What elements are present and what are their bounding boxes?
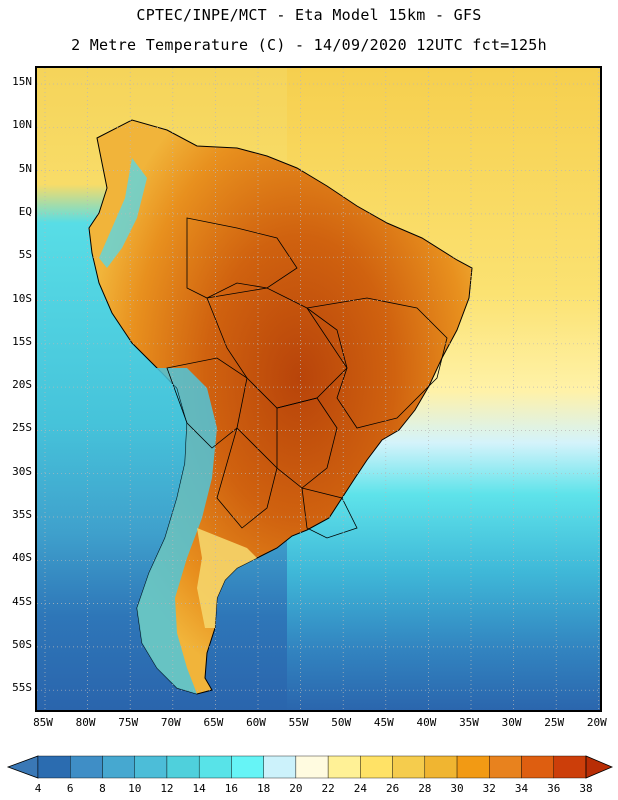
colorbar-swatch: [456, 755, 490, 779]
colorbar-swatch: [360, 755, 393, 779]
lat-label-5s: 5S: [18, 248, 32, 262]
colorbar-swatch: [102, 755, 135, 779]
colorbar-swatch: [489, 755, 522, 779]
lat-label-30s: 30S: [12, 464, 32, 478]
colorbar-swatch: [263, 755, 297, 779]
lat-label-15s: 15S: [12, 334, 32, 348]
lon-label-40w: 40W: [416, 716, 437, 729]
lat-label-50s: 50S: [12, 637, 32, 651]
colorbar-label: 32: [482, 782, 496, 795]
lon-label-25w: 25W: [544, 716, 565, 729]
colorbar-label: 34: [514, 782, 529, 795]
lon-label-55w: 55W: [288, 716, 309, 729]
lat-label-10n: 10N: [12, 118, 32, 132]
graticule: [37, 68, 600, 710]
lat-label-35s: 35S: [12, 508, 32, 521]
colorbar-label: 12: [160, 782, 174, 795]
colorbar-swatch: [198, 755, 232, 779]
colorbar-min-arrow: [6, 755, 39, 779]
colorbar-label: 14: [192, 782, 206, 795]
country-borders: [166, 217, 448, 539]
colorbar-label: 22: [321, 782, 335, 795]
lat-label-eq: EQ: [18, 204, 32, 218]
temperature-map[interactable]: [35, 66, 602, 712]
colorbar-swatch: [37, 755, 71, 779]
lat-label-55s: 55S: [12, 681, 32, 695]
colorbar-label: 8: [99, 782, 106, 795]
colorbar-swatch: [134, 755, 168, 779]
lon-label-70w: 70W: [160, 716, 181, 729]
colorbar-swatch: [70, 755, 103, 779]
lon-label-75w: 75W: [118, 716, 139, 729]
colorbar-swatch: [392, 755, 426, 779]
lon-label-30w: 30W: [501, 716, 522, 729]
northern-andes-cold-band: [99, 158, 147, 268]
lat-label-45s: 45S: [12, 594, 32, 608]
colorbar-label: 30: [450, 782, 464, 795]
colorbar-label: 16: [224, 782, 239, 795]
lon-label-50w: 50W: [331, 716, 352, 729]
colorbar-label: 36: [547, 782, 561, 795]
lon-label-45w: 45W: [373, 716, 394, 729]
lat-label-25s: 25S: [12, 421, 32, 435]
lat-label-20s: 20S: [12, 378, 32, 392]
colorbar-label: 24: [353, 782, 367, 795]
colorbar-swatch: [553, 755, 587, 779]
map-subtitle: 2 Metre Temperature (C) - 14/09/2020 12U…: [71, 36, 547, 54]
colorbar-swatch: [424, 755, 458, 779]
colorbar-max-arrow: [585, 755, 614, 779]
colorbar-label: 18: [257, 782, 271, 795]
colorbar: [6, 755, 614, 779]
patagonia-warm-zone: [197, 528, 257, 628]
lat-label-40s: 40S: [12, 551, 32, 565]
lon-label-80w: 80W: [75, 716, 96, 729]
colorbar-label: 26: [385, 782, 400, 795]
map-title: CPTEC/INPE/MCT - Eta Model 15km - GFS: [136, 6, 482, 24]
colorbar-label: 10: [128, 782, 142, 795]
colorbar-swatch: [231, 755, 264, 779]
lat-label-10s: 10S: [12, 291, 32, 305]
colorbar-label: 28: [418, 782, 432, 795]
lon-label-60w: 60W: [246, 716, 266, 729]
colorbar-swatch: [166, 755, 200, 779]
colorbar-label: 4: [34, 782, 42, 795]
colorbar-swatch: [295, 755, 329, 779]
lat-label-15n: 15N: [12, 75, 32, 88]
lon-label-65w: 65W: [203, 716, 224, 729]
lon-label-20w: 20W: [586, 716, 607, 729]
colorbar-label: 6: [66, 782, 74, 795]
colorbar-label: 38: [579, 782, 593, 795]
colorbar-label: 20: [289, 782, 303, 795]
colorbar-swatch: [521, 755, 554, 779]
lon-label-85w: 85W: [33, 716, 53, 729]
lat-label-5n: 5N: [18, 161, 32, 175]
colorbar-swatch: [327, 755, 361, 779]
lon-label-35w: 35W: [459, 716, 479, 729]
andes-cold-band: [137, 368, 217, 694]
